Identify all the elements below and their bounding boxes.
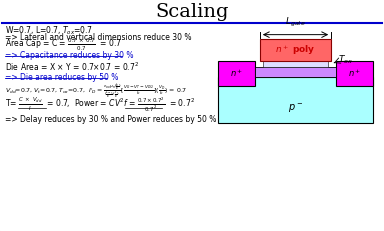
Text: => Delay reduces by 30 % and Power reduces by 50 %: => Delay reduces by 30 % and Power reduc… (5, 115, 216, 124)
Text: $T_{ox}$: $T_{ox}$ (338, 53, 353, 66)
Text: $p^-$: $p^-$ (288, 101, 303, 114)
Text: $V_{dd}$=0.7, $V_t$=0.7, $T_{ox}$=0.7,  $I'_D = \frac{\varepsilon_{ox}\mu_n(\fra: $V_{dd}$=0.7, $V_t$=0.7, $T_{ox}$=0.7, $… (5, 81, 187, 100)
Bar (218, 62, 255, 87)
Text: => Lateral and vertical dimensions reduce 30 %: => Lateral and vertical dimensions reduc… (5, 33, 192, 42)
Bar (263, 62, 328, 67)
Text: W=0.7, L=0.7, $T_{ox}$=0.7: W=0.7, L=0.7, $T_{ox}$=0.7 (5, 25, 93, 37)
Text: Area Cap = C = $\frac{0.7\ \times\ 0.7}{0.7}$  = 0.7: Area Cap = C = $\frac{0.7\ \times\ 0.7}{… (5, 37, 121, 53)
Text: $n^+$: $n^+$ (230, 67, 243, 79)
Bar (255, 67, 336, 78)
Text: => Capacitance reduces by 30 %: => Capacitance reduces by 30 % (5, 50, 134, 59)
Text: $n^+$ poly: $n^+$ poly (275, 43, 316, 57)
Text: => Die area reduces by 50 %: => Die area reduces by 50 % (5, 72, 118, 81)
Bar (336, 62, 373, 87)
Text: T= $\frac{C\ \times\ V_{dd}}{I}$  = 0.7,  Power = $CV^2f$ = $\frac{0.7 \times 0.: T= $\frac{C\ \times\ V_{dd}}{I}$ = 0.7, … (5, 95, 195, 114)
Text: Scaling: Scaling (155, 3, 229, 21)
Text: Die Area = X $\times$ Y = 0.7$\times$0.7 = $0.7^2$: Die Area = X $\times$ Y = 0.7$\times$0.7… (5, 61, 139, 73)
Bar (260, 39, 331, 62)
Text: $n^+$: $n^+$ (348, 67, 361, 79)
Bar (218, 78, 373, 123)
Text: $L_{gate}$: $L_{gate}$ (285, 15, 306, 28)
